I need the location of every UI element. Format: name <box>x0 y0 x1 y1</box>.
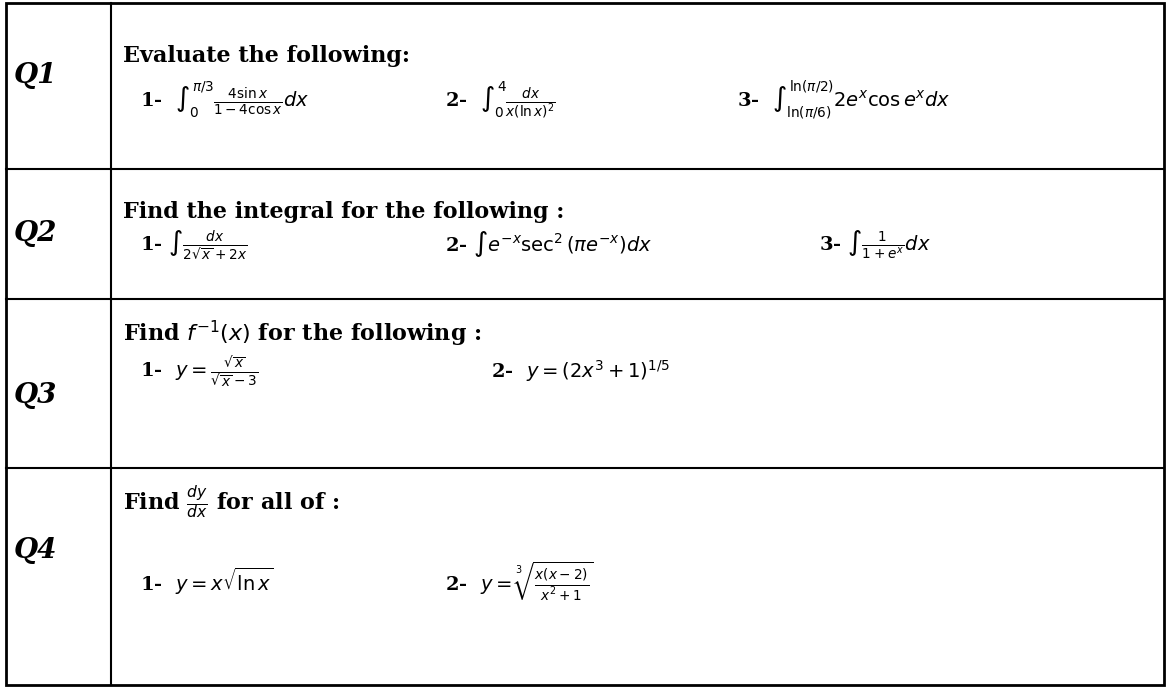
Text: Q4: Q4 <box>14 537 57 563</box>
Text: Find the integral for the following :: Find the integral for the following : <box>123 201 564 223</box>
Text: 2-  $y = \sqrt[3]{\frac{x(x-2)}{x^{2}+1}}$: 2- $y = \sqrt[3]{\frac{x(x-2)}{x^{2}+1}}… <box>445 560 593 603</box>
Text: 2-  $y = (2x^{3}+1)^{1/5}$: 2- $y = (2x^{3}+1)^{1/5}$ <box>491 358 670 385</box>
Text: Q2: Q2 <box>14 220 57 247</box>
Text: 3-  $\int_{\ln(\pi/6)}^{\ln(\pi/2)}2e^{x}\cos e^{x}dx$: 3- $\int_{\ln(\pi/6)}^{\ln(\pi/2)}2e^{x}… <box>737 78 951 121</box>
Text: 1- $\int\frac{dx}{2\sqrt{x}+2x}$: 1- $\int\frac{dx}{2\sqrt{x}+2x}$ <box>140 228 248 261</box>
Text: 1-  $y = x\sqrt{\ln x}$: 1- $y = x\sqrt{\ln x}$ <box>140 566 274 597</box>
Text: 1-  $\int_{0}^{\pi/3}\frac{4\sin x}{1-4\cos x}dx$: 1- $\int_{0}^{\pi/3}\frac{4\sin x}{1-4\c… <box>140 80 310 120</box>
Text: 2-  $\int_{0}^{4}\frac{dx}{x(\ln x)^{2}}$: 2- $\int_{0}^{4}\frac{dx}{x(\ln x)^{2}}$ <box>445 79 556 120</box>
Text: 3- $\int\frac{1}{1+e^{x}}dx$: 3- $\int\frac{1}{1+e^{x}}dx$ <box>819 228 931 261</box>
Text: Q1: Q1 <box>14 62 57 89</box>
Text: Find $\frac{dy}{dx}$ for all of :: Find $\frac{dy}{dx}$ for all of : <box>123 483 339 521</box>
Text: 1-  $y = \frac{\sqrt{x}}{\sqrt{x}-3}$: 1- $y = \frac{\sqrt{x}}{\sqrt{x}-3}$ <box>140 354 259 389</box>
Text: Find $f^{-1}(x)$ for the following :: Find $f^{-1}(x)$ for the following : <box>123 319 481 349</box>
Text: Evaluate the following:: Evaluate the following: <box>123 45 410 67</box>
Text: 2- $\int e^{-x}\sec^{2}(\pi e^{-x})dx$: 2- $\int e^{-x}\sec^{2}(\pi e^{-x})dx$ <box>445 229 652 259</box>
Text: Q3: Q3 <box>14 382 57 409</box>
FancyBboxPatch shape <box>6 3 1164 685</box>
